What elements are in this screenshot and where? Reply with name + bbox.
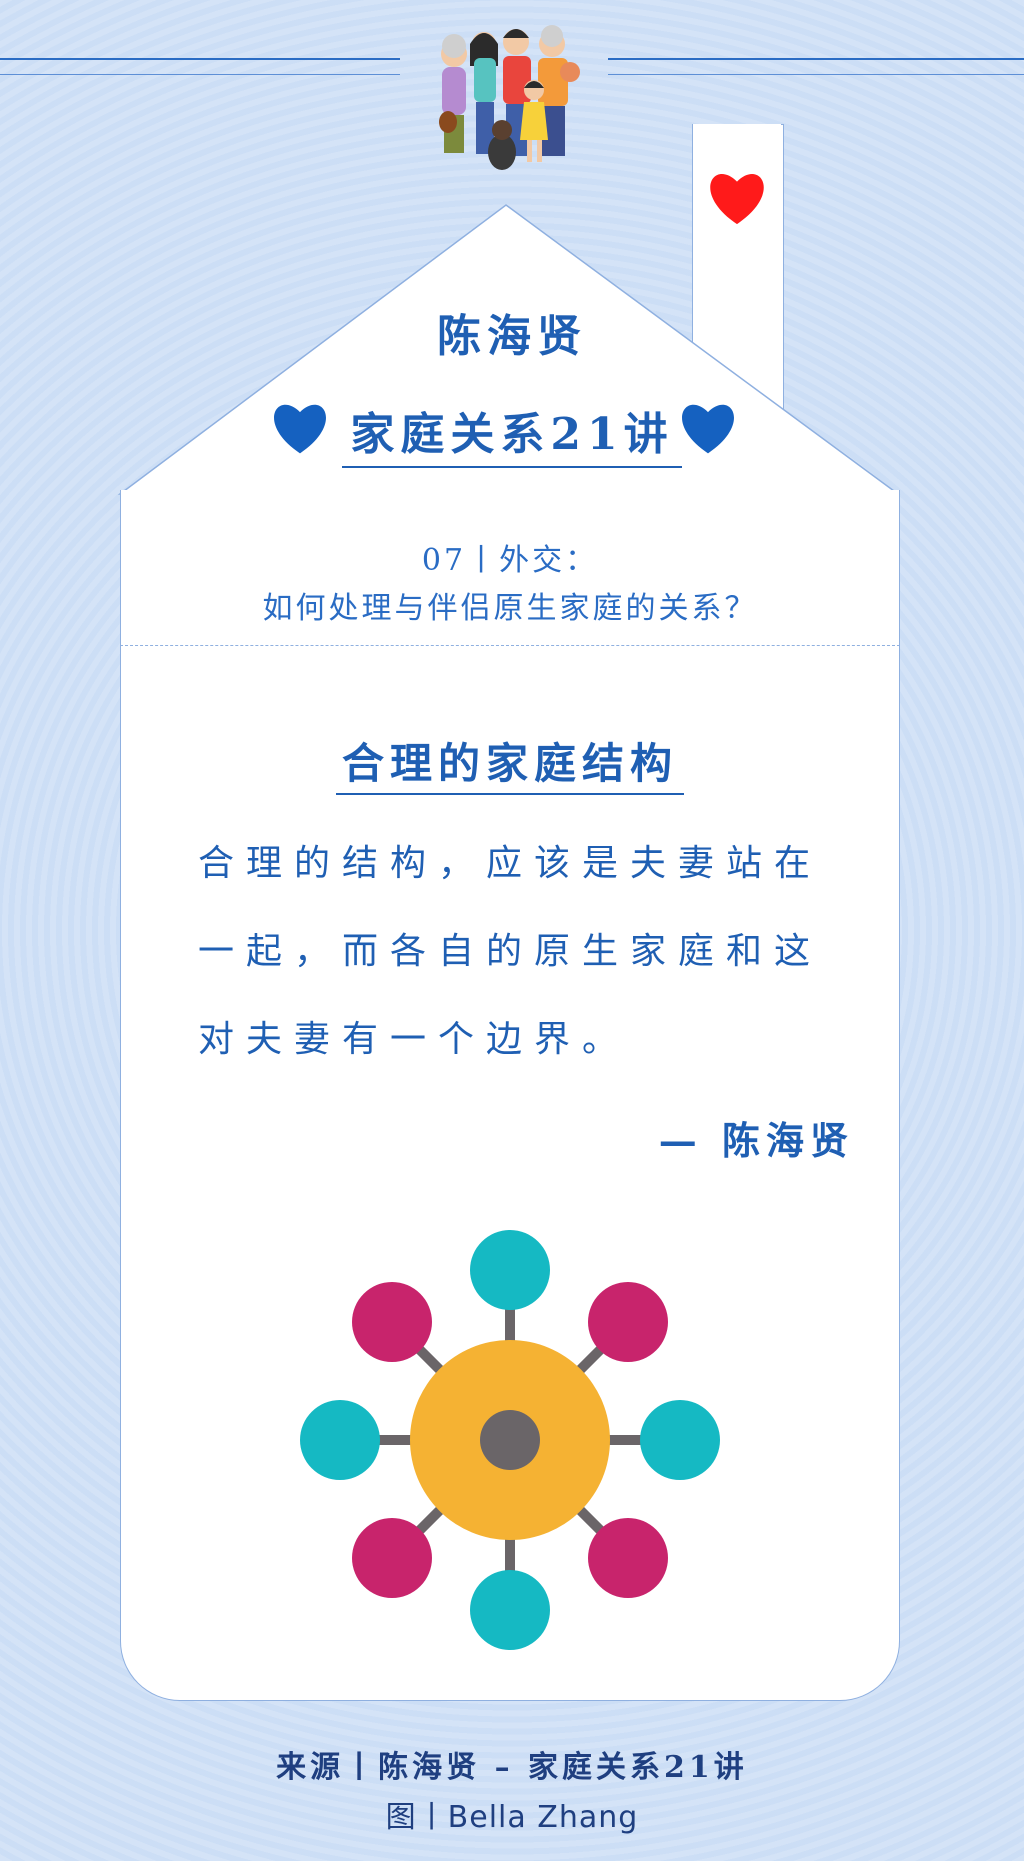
section-title-wrap: 合理的家庭结构 bbox=[120, 730, 900, 795]
series-title: 家庭关系21讲 bbox=[342, 398, 682, 468]
page-title: 陈海贤 bbox=[437, 311, 587, 362]
top-rule-right-thin bbox=[608, 74, 1024, 75]
quote-text: 合理的结构，应该是夫妻站在一起，而各自的原生家庭和这对夫妻有一个边界。 bbox=[198, 843, 823, 1060]
section-title: 合理的家庭结构 bbox=[335, 730, 684, 795]
top-rule-left-thin bbox=[0, 74, 400, 75]
top-rule-right bbox=[608, 58, 1024, 60]
top-rule-left bbox=[0, 58, 400, 60]
series-title-wrap: 家庭关系21讲 bbox=[0, 398, 1024, 468]
quote-attribution: — 陈海贤 bbox=[658, 1118, 854, 1163]
family-network-hub-icon bbox=[300, 1230, 720, 1650]
episode-number: 07丨外交： bbox=[421, 543, 599, 578]
blue-heart-icon bbox=[682, 404, 734, 454]
source-credit: 来源丨陈海贤 – 家庭关系21讲 bbox=[276, 1750, 748, 1785]
image-credit: 图丨Bella Zhang bbox=[385, 1800, 639, 1835]
dashed-divider bbox=[120, 645, 900, 646]
episode-title: 如何处理与伴侣原生家庭的关系？ bbox=[262, 591, 758, 626]
family-illustration-icon bbox=[439, 25, 580, 170]
blue-heart-icon bbox=[274, 404, 326, 454]
chimney-cap bbox=[693, 124, 781, 164]
red-heart-icon bbox=[710, 174, 764, 225]
